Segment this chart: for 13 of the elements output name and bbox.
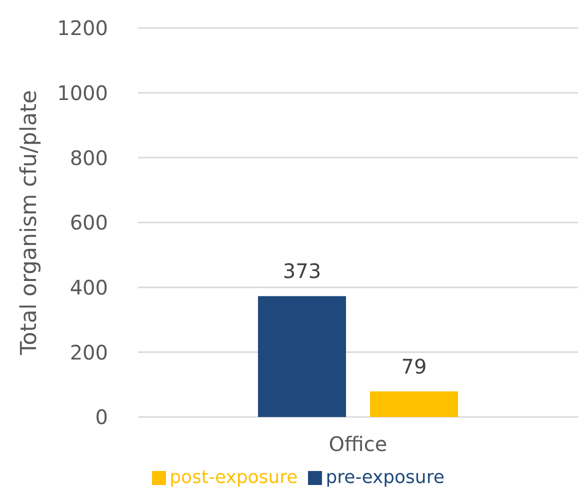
- y-tick-label: 0: [95, 405, 108, 430]
- x-tick-label: Office: [328, 432, 388, 456]
- y-tick-label: 1200: [57, 16, 108, 40]
- y-tick-label: 600: [70, 210, 108, 235]
- legend-label: post-exposure: [170, 467, 298, 488]
- data-label: 79: [401, 354, 427, 378]
- y-tick-label: 200: [70, 340, 108, 364]
- y-axis-title: Total organism cfu/plate: [16, 90, 42, 356]
- data-label: 373: [282, 259, 322, 284]
- y-tick-label: 400: [70, 275, 108, 300]
- legend-label: pre-exposure: [326, 467, 444, 488]
- y-tick-label: 800: [70, 146, 108, 170]
- y-tick-label: 1000: [57, 80, 108, 105]
